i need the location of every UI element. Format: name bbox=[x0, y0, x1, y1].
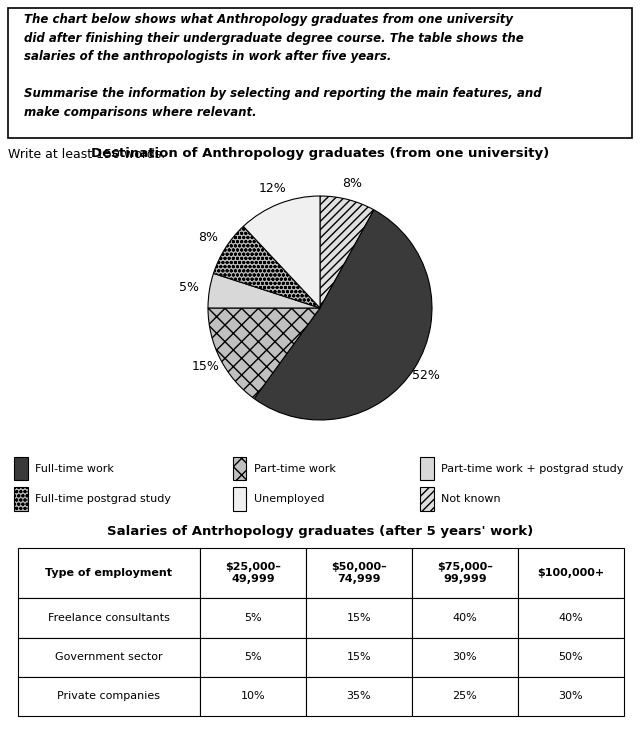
Text: 8%: 8% bbox=[198, 231, 218, 243]
Text: Part-time work: Part-time work bbox=[254, 463, 336, 474]
Bar bbox=[14, 488, 28, 510]
Bar bbox=[18, 637, 200, 677]
Bar bbox=[518, 548, 624, 599]
Wedge shape bbox=[208, 273, 320, 308]
Text: $100,000+: $100,000+ bbox=[538, 568, 605, 578]
Title: Destination of Anthropology graduates (from one university): Destination of Anthropology graduates (f… bbox=[91, 147, 549, 160]
Bar bbox=[518, 637, 624, 677]
Text: 50%: 50% bbox=[559, 652, 583, 662]
Text: Part-time work + postgrad study: Part-time work + postgrad study bbox=[441, 463, 623, 474]
Bar bbox=[306, 548, 412, 599]
Text: Freelance consultants: Freelance consultants bbox=[48, 613, 170, 623]
Bar bbox=[200, 637, 306, 677]
Bar bbox=[306, 637, 412, 677]
Text: 25%: 25% bbox=[452, 692, 477, 701]
Bar bbox=[233, 488, 246, 510]
Bar bbox=[200, 548, 306, 599]
Text: Type of employment: Type of employment bbox=[45, 568, 172, 578]
Text: Private companies: Private companies bbox=[58, 692, 161, 701]
Text: 15%: 15% bbox=[347, 613, 371, 623]
Text: Full-time work: Full-time work bbox=[35, 463, 115, 474]
Bar bbox=[412, 637, 518, 677]
Bar bbox=[18, 599, 200, 637]
Text: 30%: 30% bbox=[452, 652, 477, 662]
Bar bbox=[518, 677, 624, 716]
Text: Full-time postgrad study: Full-time postgrad study bbox=[35, 494, 172, 504]
Bar bbox=[420, 457, 433, 480]
Text: 5%: 5% bbox=[244, 613, 262, 623]
Text: Unemployed: Unemployed bbox=[254, 494, 324, 504]
Text: 40%: 40% bbox=[559, 613, 583, 623]
Bar bbox=[412, 599, 518, 637]
Text: 15%: 15% bbox=[191, 360, 219, 373]
Bar bbox=[14, 457, 28, 480]
Text: The chart below shows what Anthropology graduates from one university
did after : The chart below shows what Anthropology … bbox=[24, 13, 541, 118]
Text: Write at least 150 words.: Write at least 150 words. bbox=[8, 148, 165, 161]
Wedge shape bbox=[320, 196, 374, 308]
Text: 8%: 8% bbox=[342, 177, 362, 190]
Bar bbox=[412, 677, 518, 716]
Wedge shape bbox=[214, 227, 320, 308]
Text: 5%: 5% bbox=[244, 652, 262, 662]
Text: 5%: 5% bbox=[179, 281, 200, 294]
Text: Salaries of Antrhopology graduates (after 5 years' work): Salaries of Antrhopology graduates (afte… bbox=[107, 525, 533, 537]
Bar bbox=[412, 548, 518, 599]
Wedge shape bbox=[254, 210, 432, 420]
Bar bbox=[518, 599, 624, 637]
Text: $75,000–
99,999: $75,000– 99,999 bbox=[437, 562, 493, 584]
Bar bbox=[306, 599, 412, 637]
Bar bbox=[18, 677, 200, 716]
Text: Not known: Not known bbox=[441, 494, 500, 504]
Bar bbox=[200, 599, 306, 637]
Text: 35%: 35% bbox=[347, 692, 371, 701]
Text: 15%: 15% bbox=[347, 652, 371, 662]
Text: 52%: 52% bbox=[412, 368, 440, 382]
Bar bbox=[18, 548, 200, 599]
Bar bbox=[420, 488, 433, 510]
FancyBboxPatch shape bbox=[8, 8, 632, 138]
Text: Government sector: Government sector bbox=[55, 652, 163, 662]
Bar bbox=[233, 457, 246, 480]
Text: 30%: 30% bbox=[559, 692, 583, 701]
Wedge shape bbox=[243, 196, 320, 308]
Bar bbox=[306, 677, 412, 716]
Text: $50,000–
74,999: $50,000– 74,999 bbox=[331, 562, 387, 584]
Text: $25,000–
49,999: $25,000– 49,999 bbox=[225, 562, 281, 584]
Bar bbox=[200, 677, 306, 716]
Wedge shape bbox=[208, 308, 320, 398]
Text: 40%: 40% bbox=[452, 613, 477, 623]
Text: 12%: 12% bbox=[259, 182, 287, 194]
Text: 10%: 10% bbox=[241, 692, 265, 701]
